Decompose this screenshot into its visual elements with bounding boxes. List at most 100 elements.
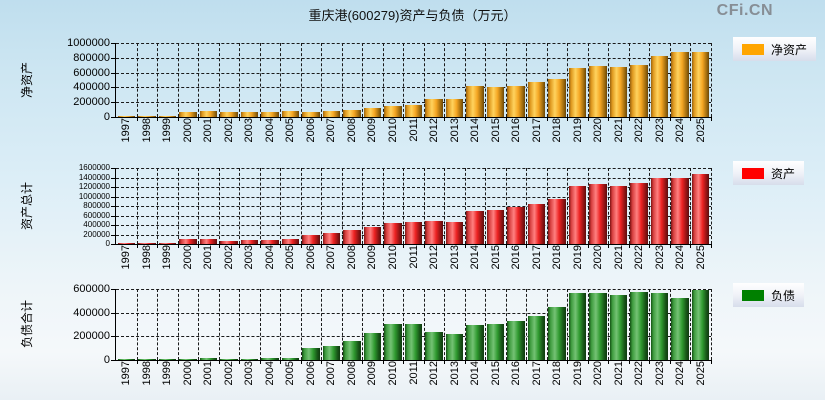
net-assets-plot: 0 200000 400000 600000 800000 1000000 1997 1998… xyxy=(67,37,712,142)
gridline-v xyxy=(321,43,323,117)
bar-2014 xyxy=(466,210,484,244)
x-tick-label-2020: 2020 xyxy=(592,361,605,386)
bar-2007 xyxy=(322,233,341,244)
bar-2006 xyxy=(302,234,320,244)
bar-2010 xyxy=(384,324,402,360)
legend-label-liabilities: 负债 xyxy=(771,288,796,303)
bar-2017 xyxy=(527,204,546,244)
bar-2004 xyxy=(261,111,279,117)
gridline-v xyxy=(218,168,220,244)
gridline-v xyxy=(423,289,425,360)
x-tick-mark xyxy=(526,360,528,364)
bar-2015 xyxy=(486,87,505,117)
gridline-v xyxy=(485,289,487,360)
y-tick-mark xyxy=(111,177,116,179)
gridline-v xyxy=(669,43,671,117)
gridline-h xyxy=(116,102,711,104)
bar-2010 xyxy=(384,106,402,117)
y-tick-label: 1000000 xyxy=(78,191,110,201)
x-tick-mark xyxy=(669,360,671,364)
gridline-v xyxy=(300,289,302,360)
gridline-v xyxy=(628,289,630,360)
x-tick-mark xyxy=(485,244,487,248)
x-tick-mark xyxy=(546,117,548,121)
x-tick-label-2013: 2013 xyxy=(448,361,461,386)
y-tick-label: 400000 xyxy=(73,306,110,319)
x-tick-mark xyxy=(259,117,261,121)
bar-2008 xyxy=(343,109,361,117)
bar-2021 xyxy=(609,295,628,360)
x-tick-label-2017: 2017 xyxy=(530,245,543,270)
gridline-v xyxy=(711,168,712,244)
x-tick-mark xyxy=(382,117,384,121)
gridline-v xyxy=(567,168,569,244)
y-tick-mark xyxy=(111,87,116,89)
x-tick-label-2019: 2019 xyxy=(571,361,584,386)
x-tick-mark xyxy=(711,244,712,248)
gridline-v xyxy=(628,43,630,117)
bar-1997 xyxy=(117,115,136,117)
x-tick-mark xyxy=(711,117,712,121)
bar-2003 xyxy=(240,358,259,360)
x-tick-label-2010: 2010 xyxy=(386,361,399,386)
legend-assets: 资产 xyxy=(733,161,805,185)
x-tick-label-2014: 2014 xyxy=(469,118,482,143)
bar-2016 xyxy=(507,85,525,117)
gridline-v xyxy=(198,43,200,117)
bar-2024 xyxy=(671,298,689,360)
x-tick-label-2001: 2001 xyxy=(202,245,215,270)
gridline-v xyxy=(403,43,405,117)
bar-2019 xyxy=(568,68,587,117)
gridline-v xyxy=(444,289,446,360)
x-tick-label-2021: 2021 xyxy=(612,361,625,386)
gridline-v xyxy=(362,289,364,360)
x-tick-label-2000: 2000 xyxy=(181,118,194,143)
x-tick-mark xyxy=(649,244,651,248)
bar-2022 xyxy=(630,65,648,117)
x-tick-label-1997: 1997 xyxy=(120,361,133,386)
x-tick-mark xyxy=(423,360,425,364)
gridline-v xyxy=(382,289,384,360)
legend-liabilities: 负债 xyxy=(733,283,805,307)
gridline-h xyxy=(116,312,711,314)
bar-2015 xyxy=(486,209,505,244)
gridline-v xyxy=(690,168,692,244)
gridline-v xyxy=(444,43,446,117)
x-tick-label-2012: 2012 xyxy=(428,118,441,143)
gridline-v xyxy=(464,43,466,117)
x-tick-label-2008: 2008 xyxy=(345,118,358,143)
x-tick-label-2003: 2003 xyxy=(243,118,256,143)
y-tick-mark xyxy=(111,43,116,44)
y-tick-mark xyxy=(111,117,116,118)
x-tick-label-2020: 2020 xyxy=(592,118,605,143)
gridline-v xyxy=(362,168,364,244)
liabilities-plot: 0 200000 400000 600000 1997 1998 1999 2000 2001 2… xyxy=(73,283,712,385)
x-tick-mark xyxy=(136,244,138,248)
x-tick-label-2003: 2003 xyxy=(243,361,256,386)
x-tick-mark xyxy=(280,244,282,248)
x-tick-label-2019: 2019 xyxy=(571,245,584,270)
x-tick-mark xyxy=(300,244,302,248)
x-tick-label-1997: 1997 xyxy=(120,245,133,270)
gridline-h xyxy=(116,215,711,217)
gridline-v xyxy=(669,168,671,244)
bar-2013 xyxy=(445,98,464,117)
x-tick-label-2017: 2017 xyxy=(530,118,543,143)
x-tick-label-2001: 2001 xyxy=(202,361,215,386)
y-tick-mark xyxy=(111,312,116,314)
bar-2000 xyxy=(179,239,197,244)
x-tick-label-1998: 1998 xyxy=(140,361,153,386)
bar-2006 xyxy=(302,348,320,360)
x-tick-mark xyxy=(259,360,261,364)
x-tick-mark xyxy=(464,360,466,364)
x-tick-label-2011: 2011 xyxy=(407,361,420,385)
bar-2007 xyxy=(322,346,341,360)
x-tick-mark xyxy=(382,244,384,248)
y-tick-mark xyxy=(111,225,116,226)
x-tick-mark xyxy=(341,244,343,248)
x-tick-mark xyxy=(218,360,220,364)
x-tick-label-1998: 1998 xyxy=(140,118,153,143)
x-tick-mark xyxy=(239,360,241,364)
gridline-v xyxy=(587,43,589,117)
gridline-v xyxy=(403,168,405,244)
